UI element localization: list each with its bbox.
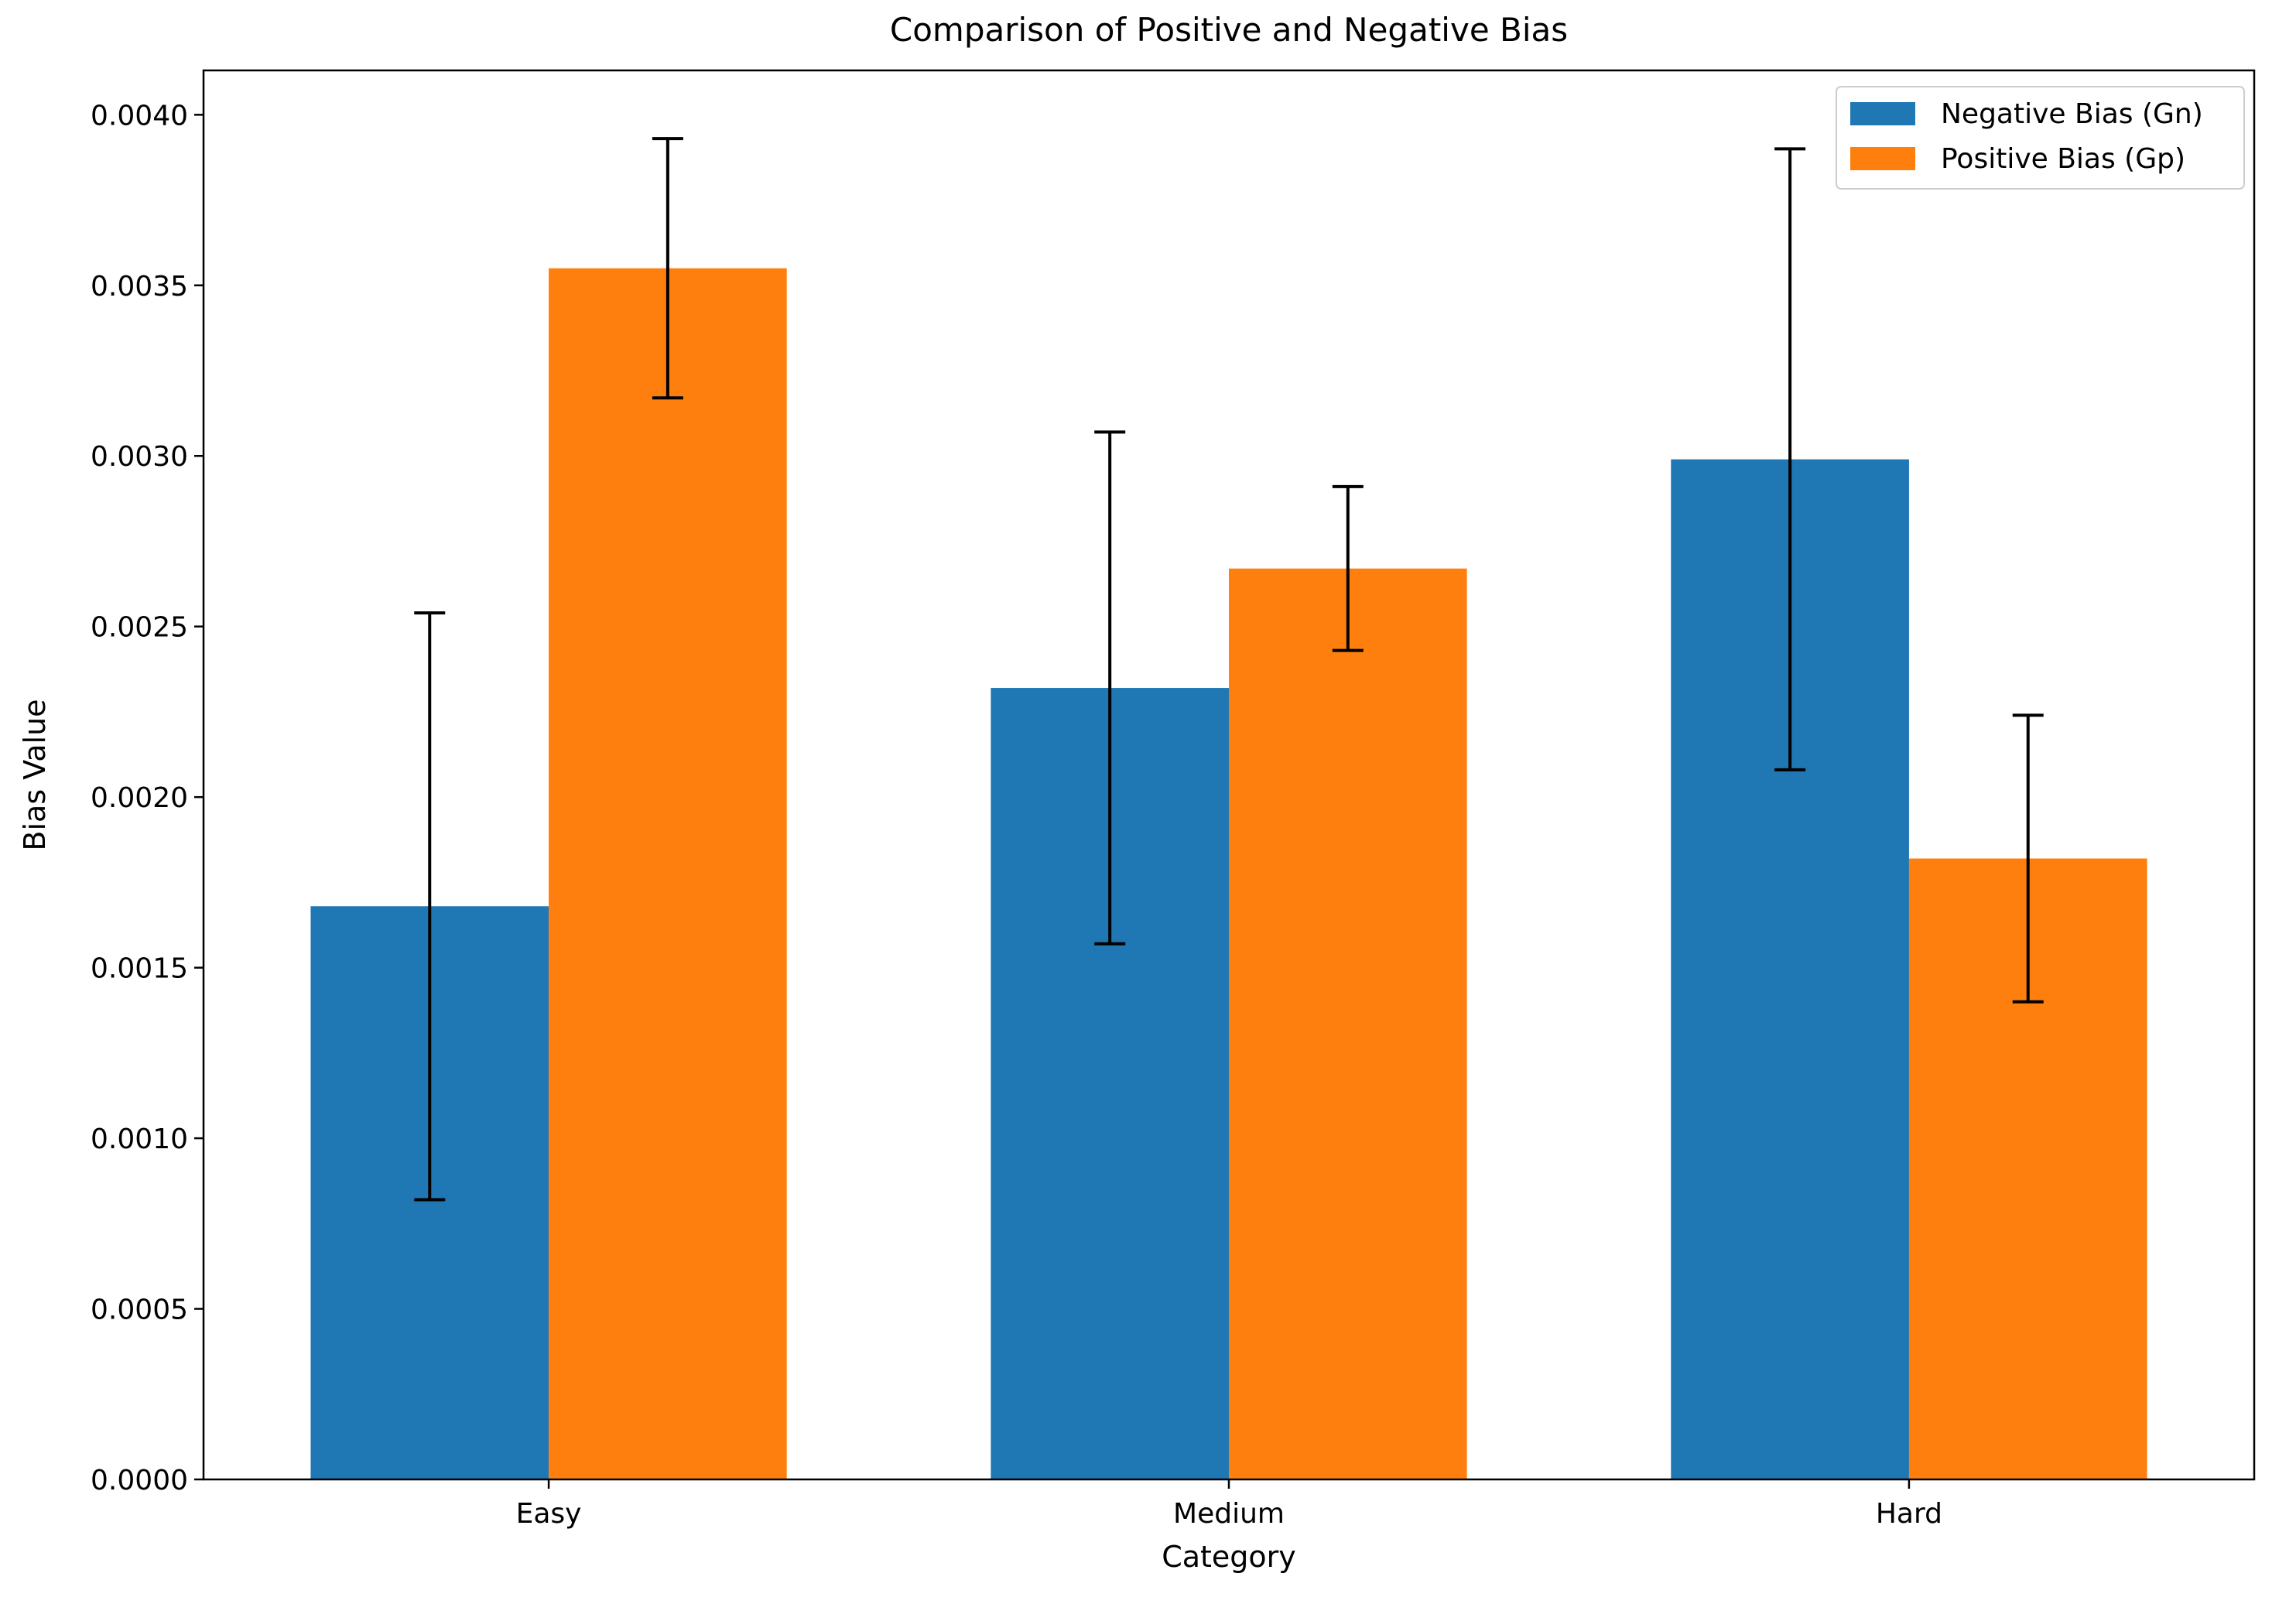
- error-bar-negative-easy: [414, 611, 446, 1202]
- error-bar-negative-hard: [1774, 147, 1806, 771]
- y-tick-label: 0.0010: [91, 1123, 188, 1155]
- y-tick-label: 0.0005: [91, 1294, 188, 1326]
- x-axis-ticks: Easy Medium Hard: [516, 1479, 1942, 1530]
- error-bars-layer: [414, 137, 2044, 1202]
- x-axis-label: Category: [1162, 1540, 1296, 1574]
- y-tick-label: 0.0000: [91, 1465, 188, 1496]
- y-axis-label: Bias Value: [18, 699, 52, 850]
- legend-label-positive: Positive Bias (Gp): [1941, 143, 2185, 175]
- error-bar-positive-medium: [1332, 484, 1364, 652]
- y-tick-label: 0.0025: [91, 612, 188, 644]
- x-tick-label-medium: Medium: [1173, 1498, 1285, 1530]
- x-tick-label-easy: Easy: [516, 1498, 582, 1530]
- legend-label-negative: Negative Bias (Gn): [1941, 98, 2203, 130]
- y-tick-label: 0.0040: [91, 100, 188, 132]
- y-tick-label: 0.0020: [91, 782, 188, 814]
- y-tick-label: 0.0015: [91, 953, 188, 985]
- error-bar-positive-hard: [2012, 713, 2044, 1004]
- bar-positive-easy: [549, 268, 787, 1479]
- x-tick-label-hard: Hard: [1876, 1498, 1942, 1530]
- error-bar-negative-medium: [1094, 430, 1126, 946]
- legend-swatch-negative: [1850, 102, 1915, 125]
- legend-box: [1836, 86, 2245, 190]
- bar-positive-medium: [1229, 568, 1467, 1479]
- legend: Negative Bias (Gn) Positive Bias (Gp): [1836, 86, 2245, 190]
- legend-swatch-positive: [1850, 147, 1915, 170]
- error-bar-positive-easy: [652, 137, 683, 400]
- y-tick-label: 0.0030: [91, 441, 188, 473]
- chart-title: Comparison of Positive and Negative Bias: [890, 11, 1568, 49]
- y-axis-ticks: 0.0000 0.0005 0.0010 0.0015 0.0020 0.0025 0.00…: [91, 100, 204, 1496]
- y-tick-label: 0.0035: [91, 271, 188, 303]
